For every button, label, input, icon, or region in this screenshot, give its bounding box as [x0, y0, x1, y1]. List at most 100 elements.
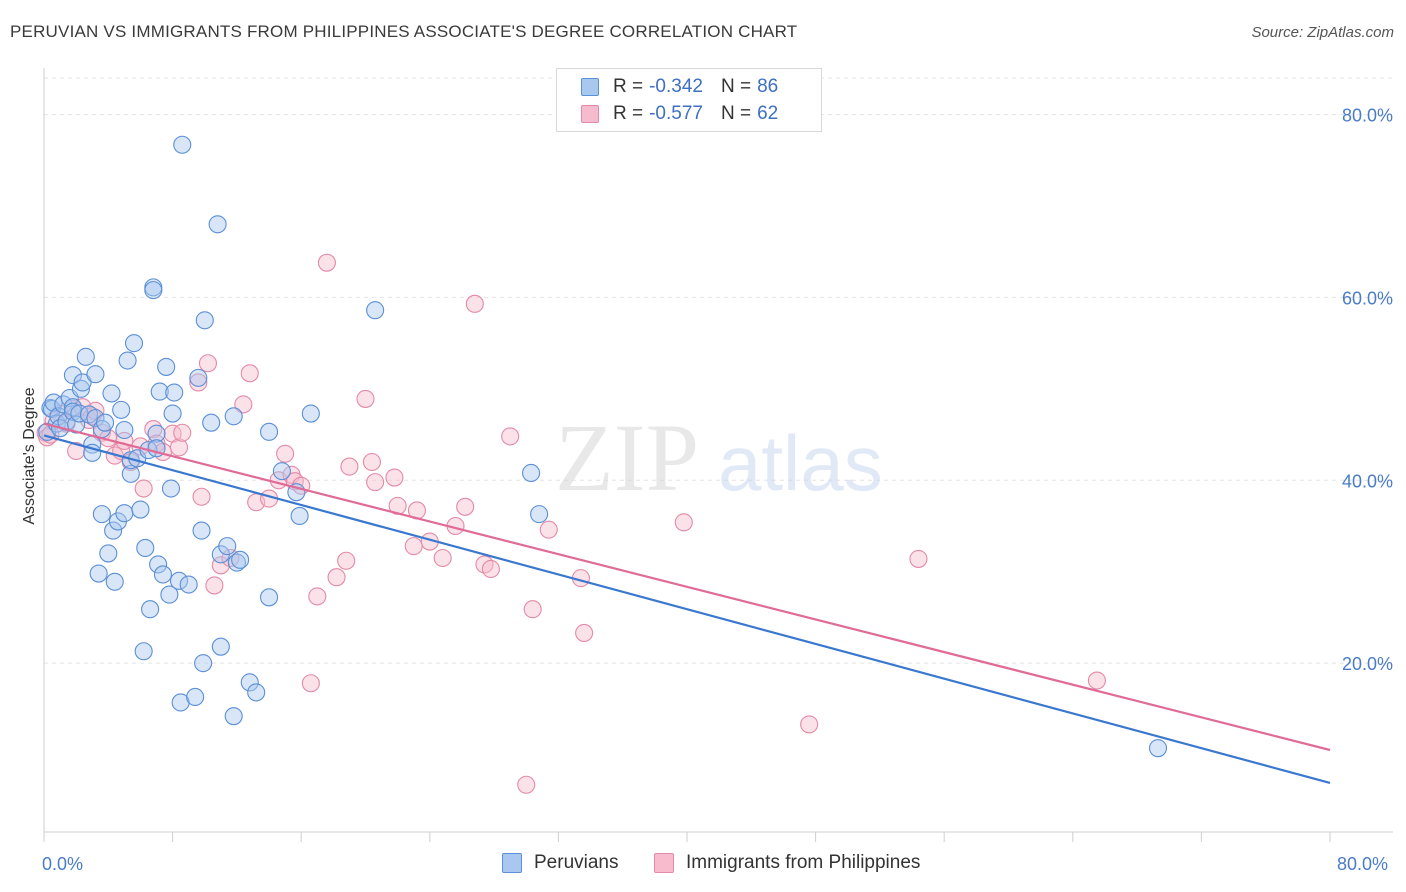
- point-peruvians: [42, 399, 62, 419]
- point-peruvians: [134, 642, 153, 661]
- point-peruvians: [67, 415, 86, 434]
- point-peruvians: [165, 383, 184, 402]
- x-tick-label-max: 80.0%: [1337, 854, 1388, 874]
- point-peruvians: [63, 366, 82, 385]
- point-peruvians: [115, 420, 134, 440]
- point-peruvians: [227, 553, 246, 572]
- y-axis-label: Associate's Degree: [21, 387, 38, 524]
- x-ticks: [43, 832, 1331, 842]
- point-immigrants-philippines: [173, 423, 192, 442]
- watermark-zip: ZIP: [555, 404, 699, 511]
- point-peruvians: [290, 506, 309, 525]
- point-immigrants-philippines: [404, 537, 423, 556]
- legend-swatch-pink: [581, 105, 599, 123]
- point-immigrants-philippines: [205, 576, 224, 595]
- axes: [43, 68, 1393, 833]
- y-tick-labels: 20.0% 40.0% 60.0% 80.0%: [1342, 106, 1393, 675]
- point-peruvians: [169, 571, 189, 590]
- point-immigrants-philippines: [523, 600, 542, 619]
- point-peruvians: [259, 588, 279, 607]
- legend-series: Peruvians Immigrants from Philippines: [0, 852, 1406, 878]
- point-peruvians: [153, 565, 173, 584]
- legend-row-philippines: R = -0.577 N = 62: [581, 101, 778, 127]
- point-peruvians: [163, 404, 182, 423]
- point-peruvians: [186, 687, 205, 707]
- point-peruvians: [86, 365, 105, 384]
- point-peruvians: [86, 409, 105, 428]
- point-peruvians: [195, 311, 214, 330]
- point-peruvians: [136, 538, 155, 557]
- legend-swatch-blue: [502, 853, 522, 873]
- point-peruvians: [73, 373, 92, 392]
- source-label: Source: ZipAtlas.com: [1251, 24, 1394, 41]
- point-immigrants-philippines: [308, 587, 327, 606]
- point-peruvians: [192, 521, 211, 540]
- legend-item-peruvians[interactable]: Peruvians: [502, 852, 619, 874]
- legend-n-label: N =: [720, 103, 752, 124]
- point-immigrants-philippines: [340, 457, 359, 476]
- legend-label-peruvians: Peruvians: [534, 852, 619, 873]
- point-peruvians: [157, 357, 176, 376]
- point-immigrants-philippines: [385, 468, 404, 487]
- point-immigrants-philippines: [240, 364, 259, 383]
- point-peruvians: [124, 334, 144, 353]
- point-immigrants-philippines: [1087, 671, 1106, 690]
- point-peruvians: [259, 422, 279, 441]
- point-peruvians: [522, 463, 541, 483]
- legend-item-philippines[interactable]: Immigrants from Philippines: [654, 852, 920, 874]
- legend-swatch-blue: [581, 78, 599, 96]
- point-peruvians: [247, 683, 266, 702]
- y-tick-label: 80.0%: [1342, 106, 1393, 126]
- point-immigrants-philippines: [327, 568, 346, 587]
- point-peruvians: [63, 398, 82, 417]
- legend-r-label: R =: [613, 76, 644, 97]
- legend-r-label: R =: [613, 103, 644, 124]
- trend-lines: [43, 422, 1331, 784]
- legend-label-philippines: Immigrants from Philippines: [686, 852, 921, 873]
- point-peruvians: [161, 479, 181, 498]
- y-tick-label: 40.0%: [1342, 471, 1393, 491]
- y-tick-label: 60.0%: [1342, 288, 1393, 308]
- point-immigrants-philippines: [475, 555, 494, 574]
- point-peruvians: [224, 407, 243, 426]
- point-peruvians: [272, 462, 291, 481]
- trend-line-peruvians: [43, 434, 1331, 784]
- point-peruvians: [131, 500, 150, 519]
- y-tick-label: 20.0%: [1342, 654, 1393, 674]
- point-immigrants-philippines: [276, 444, 295, 463]
- legend-row-peruvians: R = -0.342 N = 86: [581, 74, 778, 100]
- point-peruvians: [173, 135, 192, 154]
- point-peruvians: [301, 404, 320, 423]
- legend-r-value: -0.342: [649, 76, 703, 97]
- point-immigrants-philippines: [433, 548, 452, 568]
- point-peruvians: [202, 413, 221, 432]
- point-immigrants-philippines: [465, 294, 484, 313]
- legend-swatch-pink: [654, 853, 674, 873]
- point-immigrants-philippines: [674, 513, 693, 532]
- point-peruvians: [141, 600, 160, 619]
- point-peruvians: [105, 572, 124, 591]
- points-peruvians: [38, 135, 1168, 758]
- point-peruvians: [102, 384, 121, 403]
- point-peruvians: [92, 505, 111, 524]
- point-immigrants-philippines: [800, 715, 819, 734]
- point-peruvians: [224, 707, 243, 726]
- point-peruvians: [211, 637, 230, 656]
- trend-line-philippines: [43, 422, 1331, 752]
- point-peruvians: [194, 654, 213, 673]
- point-peruvians: [144, 281, 163, 300]
- point-peruvians: [99, 544, 118, 563]
- x-tick-label-min: 0.0%: [42, 854, 83, 874]
- legend-r-value: -0.577: [649, 103, 703, 124]
- point-peruvians: [71, 379, 91, 398]
- legend-n-value: 62: [757, 103, 779, 124]
- point-peruvians: [189, 368, 208, 387]
- point-immigrants-philippines: [337, 551, 356, 570]
- point-peruvians: [1148, 739, 1168, 758]
- point-peruvians: [160, 585, 179, 604]
- point-peruvians: [150, 382, 169, 401]
- point-peruvians: [231, 550, 250, 569]
- point-peruvians: [118, 351, 137, 370]
- point-immigrants-philippines: [67, 441, 86, 461]
